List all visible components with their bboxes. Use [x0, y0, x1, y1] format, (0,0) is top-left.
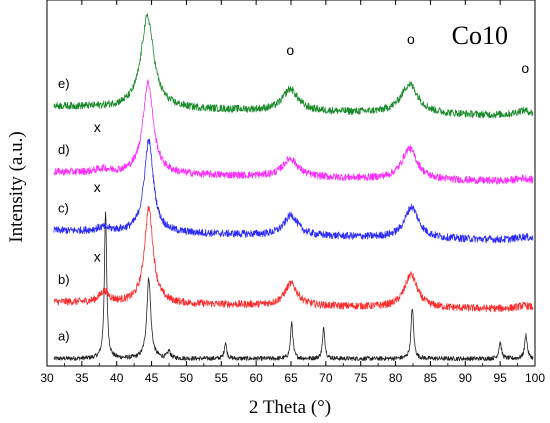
series-1: a)	[53, 211, 534, 362]
series-label: e)	[58, 76, 70, 91]
x-tick: 70	[319, 0, 333, 385]
x-tick-label: 95	[493, 371, 507, 385]
peak-marker: o	[521, 60, 529, 76]
x-tick-label: 40	[110, 371, 124, 385]
series-line	[53, 205, 534, 313]
x-tick-label: 80	[389, 371, 403, 385]
x-tick-label: 45	[145, 371, 159, 385]
x-tick: 45	[145, 0, 159, 385]
peak-marker: x	[94, 249, 101, 265]
series-label: a)	[58, 329, 70, 344]
x-tick: 30	[40, 0, 54, 385]
x-tick-label: 90	[459, 371, 473, 385]
x-tick: 60	[249, 0, 263, 385]
x-tick: 85	[424, 0, 438, 385]
series-2: b)	[53, 205, 534, 313]
y-axis-title: Intensity (a.u.)	[6, 131, 27, 242]
x-tick: 55	[215, 0, 229, 385]
x-tick-label: 30	[40, 371, 54, 385]
x-tick-label: 75	[354, 371, 368, 385]
x-tick-label: 85	[424, 371, 438, 385]
x-tick-label: 50	[180, 371, 194, 385]
peak-marker: o	[286, 42, 294, 58]
series-3: c)	[53, 138, 534, 244]
peak-marker: x	[94, 179, 101, 195]
x-tick: 95	[493, 0, 507, 385]
x-tick-label: 60	[249, 371, 263, 385]
x-tick-label: 100	[525, 371, 545, 385]
x-tick: 40	[110, 0, 124, 385]
x-tick-label: 65	[284, 371, 298, 385]
axis-layer: 30 35 40 45 50 55 60 65 70 75 80 85 90 95 100	[40, 0, 545, 385]
series-line	[53, 79, 534, 185]
series-5: e)	[53, 13, 534, 119]
x-tick: 100	[525, 0, 545, 385]
x-tick-label: 55	[215, 371, 229, 385]
peak-marker: o	[407, 31, 415, 47]
series-line	[53, 138, 534, 244]
series-4: d)	[53, 79, 534, 185]
series-label: c)	[58, 201, 69, 216]
peak-marker: x	[94, 119, 101, 135]
x-tick: 80	[389, 0, 403, 385]
x-axis-title: 2 Theta (°)	[249, 397, 331, 418]
series-label: b)	[58, 272, 70, 287]
x-tick-label: 70	[319, 371, 333, 385]
series-line	[53, 13, 534, 119]
x-tick: 75	[354, 0, 368, 385]
series-label: d)	[58, 142, 70, 157]
series-line	[53, 211, 534, 362]
chart-title: Co10	[452, 21, 508, 50]
x-tick: 35	[75, 0, 89, 385]
series-layer: a) b) c) d) e)	[53, 13, 534, 362]
annotation-layer: ooooxxx	[94, 31, 530, 265]
x-tick: 90	[459, 0, 473, 385]
x-tick: 50	[180, 0, 194, 385]
x-tick-label: 35	[75, 371, 89, 385]
x-tick: 65	[284, 0, 298, 385]
